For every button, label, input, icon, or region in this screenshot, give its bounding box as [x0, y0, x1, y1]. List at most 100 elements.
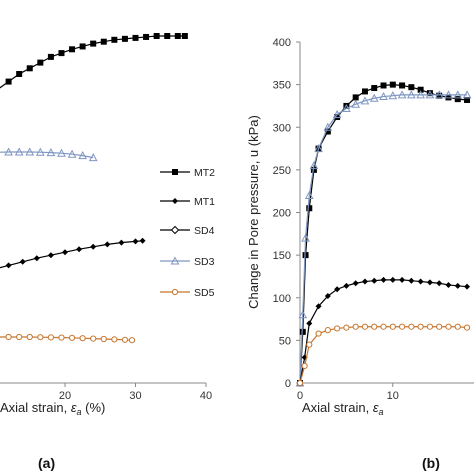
data-point: [69, 46, 76, 53]
data-point: [121, 35, 128, 42]
panel-b-y-tick-label: 0: [285, 378, 291, 390]
data-point: [380, 323, 387, 330]
panel-b-label: (b): [422, 455, 440, 471]
data-point: [57, 148, 66, 157]
data-point: [296, 379, 304, 387]
data-point: [302, 252, 309, 259]
data-point: [343, 324, 350, 331]
panel-a-x-tick-label: 20: [59, 390, 71, 402]
panel-b-series-mt2: [297, 81, 471, 386]
data-point: [352, 94, 359, 101]
data-point: [128, 337, 136, 344]
panel-a-label: (a): [38, 455, 55, 471]
data-point: [310, 166, 317, 173]
data-point: [26, 65, 33, 72]
data-point: [462, 90, 472, 99]
data-point: [371, 323, 378, 330]
data-point: [417, 278, 424, 285]
data-point: [68, 334, 76, 341]
data-point: [304, 190, 314, 199]
data-point: [298, 310, 308, 319]
data-point: [436, 92, 443, 99]
data-point: [360, 96, 370, 105]
data-point: [408, 323, 415, 330]
data-point: [67, 149, 77, 158]
panel-b-y-ticks: 0 50 100 150 200 250 300 350 400: [273, 37, 300, 390]
legend-item-sd5: SD5: [160, 287, 215, 299]
data-point: [434, 90, 444, 99]
data-point: [181, 33, 188, 39]
legend-label: SD5: [194, 287, 215, 299]
data-point: [132, 238, 139, 245]
data-point: [90, 40, 97, 47]
data-point: [334, 325, 341, 332]
data-point: [371, 85, 378, 92]
data-point: [301, 233, 310, 242]
data-point: [388, 91, 398, 100]
data-point: [445, 323, 452, 330]
panel-b-y-tick-label: 200: [273, 208, 291, 220]
series-line: [0, 240, 143, 269]
panel-b-y-tick-label: 150: [273, 250, 291, 262]
series-line: [299, 94, 468, 384]
data-point: [342, 103, 351, 112]
data-point: [315, 330, 322, 337]
data-point: [371, 277, 378, 284]
data-point: [444, 90, 453, 99]
legend-label: SD3: [194, 256, 215, 268]
data-point: [78, 151, 87, 160]
data-point: [5, 78, 12, 85]
data-point: [76, 246, 83, 253]
data-point: [90, 243, 97, 250]
panel-a-x-tick-label: 40: [200, 390, 212, 402]
data-point: [416, 90, 425, 99]
data-point: [426, 279, 433, 286]
data-point: [351, 99, 361, 108]
data-point: [417, 323, 424, 330]
data-point: [47, 53, 54, 60]
data-point: [58, 334, 65, 341]
data-point: [14, 147, 24, 156]
data-point: [407, 90, 416, 99]
panel-a-series: [0, 33, 188, 344]
data-point: [426, 90, 433, 97]
data-point: [153, 33, 160, 39]
legend-label: SD4: [194, 225, 215, 237]
data-point: [463, 324, 471, 331]
series-line: [299, 326, 468, 384]
data-point: [306, 320, 313, 327]
data-point: [111, 36, 118, 43]
data-point: [111, 336, 118, 343]
data-point: [398, 323, 406, 330]
data-point: [323, 122, 333, 131]
data-point: [47, 252, 54, 259]
data-point: [426, 323, 434, 330]
data-point: [445, 281, 452, 288]
legend-item-sd3: SD3: [160, 256, 215, 268]
data-point: [397, 90, 407, 99]
data-point: [58, 50, 65, 57]
data-point: [37, 59, 44, 66]
panel-b-y-tick-label: 300: [273, 122, 291, 134]
data-point: [306, 341, 313, 348]
data-point: [164, 33, 171, 39]
data-point: [369, 93, 379, 102]
panel-b-x-tick-label: 10: [387, 390, 399, 402]
data-point: [380, 276, 387, 283]
legend-marker: [170, 225, 180, 235]
data-point: [306, 205, 313, 212]
panel-a-series-sd3: [0, 147, 98, 162]
data-point: [118, 239, 125, 246]
data-point: [26, 333, 33, 341]
data-point: [88, 153, 98, 162]
data-point: [90, 335, 97, 342]
series-line: [0, 151, 94, 159]
data-point: [47, 334, 55, 341]
panel-a-series-sd4: [0, 237, 146, 269]
legend-item-mt1: MT1: [160, 196, 215, 208]
data-point: [174, 33, 181, 39]
data-point: [324, 293, 331, 300]
data-point: [399, 82, 406, 89]
data-point: [301, 362, 308, 370]
data-point: [100, 335, 107, 343]
